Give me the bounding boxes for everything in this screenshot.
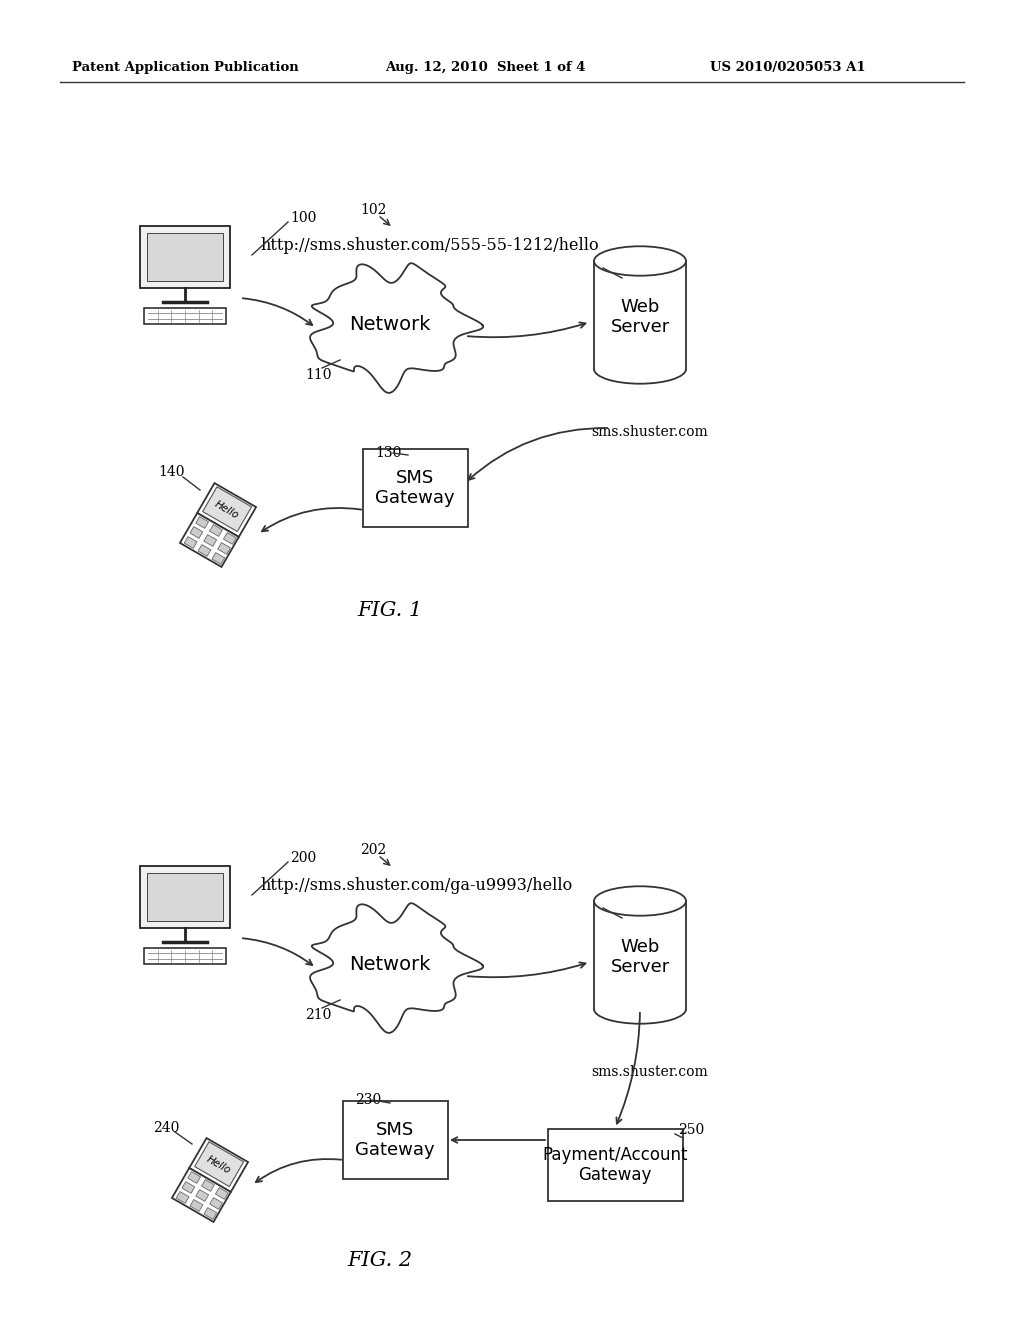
Text: http://sms.shuster.com/ga-u9993/hello: http://sms.shuster.com/ga-u9993/hello — [260, 878, 572, 895]
Text: Payment/Account: Payment/Account — [543, 1146, 688, 1164]
Text: Network: Network — [349, 315, 431, 334]
Polygon shape — [202, 1180, 214, 1192]
Polygon shape — [210, 1197, 222, 1209]
Polygon shape — [195, 1142, 244, 1187]
Text: sms.shuster.com: sms.shuster.com — [592, 425, 709, 440]
Polygon shape — [182, 1181, 195, 1193]
Text: Patent Application Publication: Patent Application Publication — [72, 62, 299, 74]
Text: Hello: Hello — [205, 1154, 232, 1176]
Text: Server: Server — [610, 958, 670, 975]
Polygon shape — [172, 1168, 230, 1222]
Polygon shape — [223, 533, 237, 544]
Bar — [144, 948, 226, 964]
Polygon shape — [180, 513, 239, 566]
Polygon shape — [310, 263, 483, 393]
Polygon shape — [212, 553, 224, 564]
Polygon shape — [190, 527, 203, 539]
Polygon shape — [218, 543, 230, 554]
Bar — [594, 261, 686, 370]
Bar — [147, 234, 223, 281]
Polygon shape — [187, 1172, 201, 1183]
Polygon shape — [204, 1208, 217, 1220]
Bar — [140, 866, 230, 928]
Ellipse shape — [594, 247, 686, 276]
Text: SMS: SMS — [376, 1121, 414, 1139]
Text: 110: 110 — [305, 368, 332, 381]
Polygon shape — [310, 903, 483, 1032]
Text: Hello: Hello — [213, 499, 241, 521]
Text: 100: 100 — [290, 211, 316, 224]
Text: 210: 210 — [305, 1008, 332, 1022]
Text: SMS: SMS — [396, 469, 434, 487]
Bar — [594, 902, 686, 1008]
Polygon shape — [196, 1189, 209, 1201]
Text: Gateway: Gateway — [355, 1140, 435, 1159]
Polygon shape — [198, 545, 211, 556]
Bar — [362, 449, 468, 527]
Text: 230: 230 — [355, 1093, 381, 1107]
Text: 202: 202 — [360, 843, 386, 857]
Polygon shape — [198, 483, 256, 537]
Text: 250: 250 — [678, 1123, 705, 1137]
Text: Web: Web — [621, 298, 659, 315]
Polygon shape — [184, 537, 197, 548]
Text: Aug. 12, 2010  Sheet 1 of 4: Aug. 12, 2010 Sheet 1 of 4 — [385, 62, 586, 74]
Text: Web: Web — [621, 939, 659, 956]
Ellipse shape — [594, 886, 686, 916]
Bar — [342, 1101, 447, 1179]
Text: Gateway: Gateway — [375, 488, 455, 507]
Polygon shape — [215, 1188, 228, 1200]
Bar — [144, 308, 226, 323]
Text: FIG. 1: FIG. 1 — [357, 601, 423, 619]
Text: 220: 220 — [604, 895, 630, 909]
Bar — [147, 873, 223, 921]
Text: 240: 240 — [153, 1121, 179, 1135]
Text: FIG. 2: FIG. 2 — [347, 1250, 413, 1270]
Text: 102: 102 — [360, 203, 386, 216]
Text: Gateway: Gateway — [579, 1166, 651, 1184]
Text: 120: 120 — [604, 255, 631, 269]
Text: US 2010/0205053 A1: US 2010/0205053 A1 — [710, 62, 865, 74]
Polygon shape — [196, 516, 209, 528]
Polygon shape — [210, 524, 222, 536]
Text: http://sms.shuster.com/555-55-1212/hello: http://sms.shuster.com/555-55-1212/hello — [260, 238, 599, 255]
Bar — [140, 226, 230, 288]
Text: 140: 140 — [158, 465, 184, 479]
Text: 130: 130 — [375, 446, 401, 459]
Polygon shape — [176, 1192, 189, 1204]
Polygon shape — [189, 1138, 248, 1192]
Text: sms.shuster.com: sms.shuster.com — [592, 1065, 709, 1078]
Polygon shape — [190, 1200, 203, 1212]
Bar — [548, 1129, 683, 1201]
Polygon shape — [203, 487, 252, 532]
Text: 200: 200 — [290, 851, 316, 865]
Text: Server: Server — [610, 318, 670, 337]
Polygon shape — [204, 535, 217, 546]
Text: Network: Network — [349, 956, 431, 974]
